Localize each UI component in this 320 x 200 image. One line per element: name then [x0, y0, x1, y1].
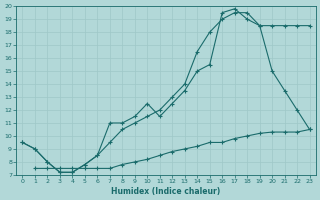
X-axis label: Humidex (Indice chaleur): Humidex (Indice chaleur): [111, 187, 221, 196]
